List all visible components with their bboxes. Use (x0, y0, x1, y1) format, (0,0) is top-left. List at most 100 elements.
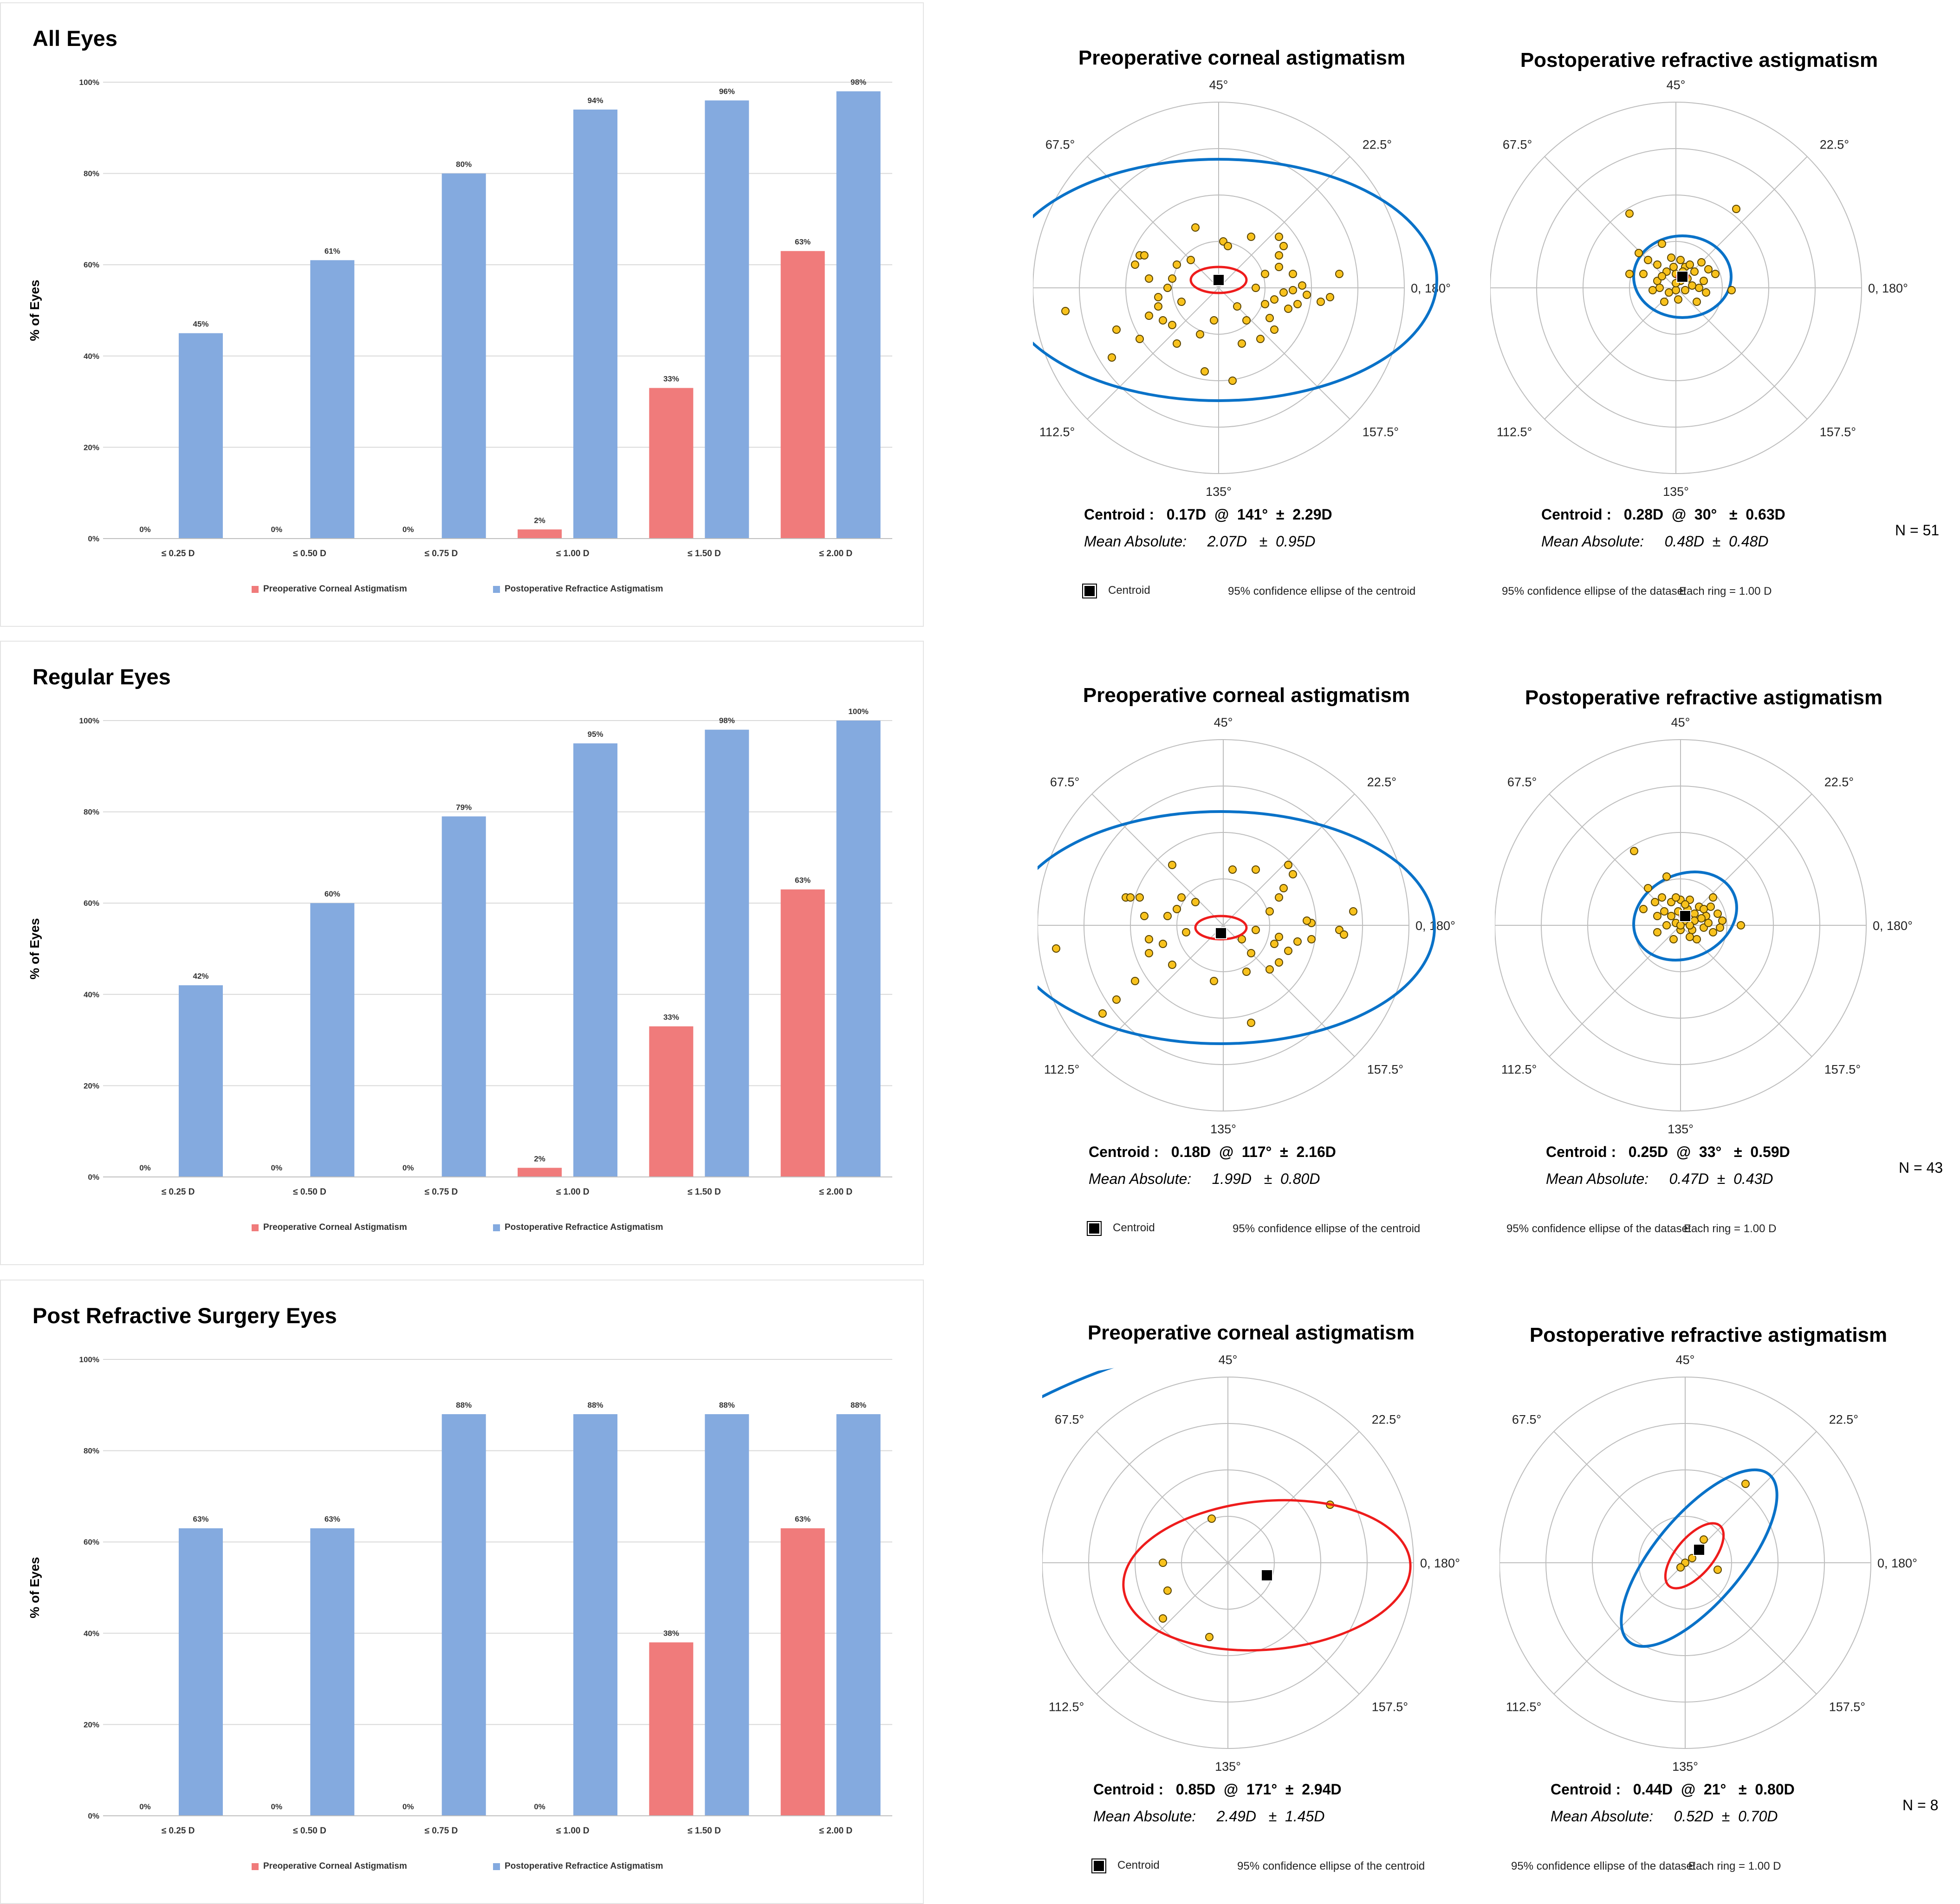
data-point (1651, 898, 1659, 906)
x-tick-label: ≤ 1.00 D (556, 1187, 590, 1197)
y-axis-label: % of Eyes (27, 1557, 42, 1618)
data-point (1737, 921, 1745, 929)
polar-spoke (1091, 925, 1224, 1057)
polar-angle-label: 0, 180° (1877, 1556, 1917, 1570)
data-point (1108, 353, 1116, 362)
centroid-label: Centroid : (1089, 1144, 1159, 1160)
data-point (1716, 923, 1724, 932)
data-point (1307, 935, 1316, 943)
polar-angle-label: 0, 180° (1868, 281, 1908, 295)
centroid-label: Centroid : (1093, 1781, 1164, 1798)
centroid-pm: ± (1738, 1781, 1747, 1798)
post-mean-line: Mean Absolute: 0.52D ± 0.70D (1551, 1808, 1778, 1825)
y-tick-label: 20% (84, 1081, 99, 1090)
polar-angle-label: 45° (1667, 78, 1686, 92)
bar-chart-regular-eyes: 0% 20% 40% 60% 80% 100% % of Eyes 0% 42% ≤ 0.25 D… (27, 707, 892, 1197)
data-point (1289, 870, 1297, 878)
polar-pre-title: Preoperative corneal astigmatism (1087, 1321, 1415, 1344)
y-axis-label: % of Eyes (27, 279, 42, 341)
mean-pm: ± (1259, 533, 1268, 550)
data-point (1700, 277, 1708, 285)
data-point (1702, 288, 1710, 297)
bar-pre (780, 1528, 825, 1816)
data-point (1284, 305, 1292, 313)
data-label-pre: 33% (663, 375, 679, 383)
polar-grid (1042, 1377, 1414, 1749)
pre-centroid-line: Centroid : 0.85D @ 171° ± 2.94D (1093, 1781, 1342, 1798)
data-point (1700, 1535, 1708, 1544)
legend-pre: Preoperative Corneal Astigmatism (252, 584, 407, 594)
polar-angle-label: 67.5° (1055, 1412, 1084, 1426)
centroid-label: Centroid : (1084, 506, 1155, 523)
centroid-at: @ (1219, 1144, 1234, 1160)
polar-block-post-refractive: Preoperative corneal astigmatism Postope… (1033, 1275, 1960, 1897)
data-point (1266, 314, 1274, 322)
polar-angle-label: 0, 180° (1420, 1556, 1460, 1570)
polar-spoke (1680, 925, 1812, 1057)
data-label-post: 98% (850, 78, 866, 87)
centroid-label: Centroid : (1541, 506, 1612, 523)
bar-post (573, 1414, 617, 1816)
data-point (1168, 321, 1176, 329)
x-tick-label: ≤ 0.25 D (162, 549, 195, 559)
data-label-post: 88% (719, 1401, 735, 1410)
y-tick-label: 20% (84, 443, 99, 452)
data-point (1275, 893, 1283, 902)
data-point (1669, 935, 1678, 943)
n-label: N = 8 (1902, 1797, 1939, 1813)
legend-post: Postoperative Refractice Astigmatism (493, 1222, 663, 1233)
legend-ring: Each ring = 1.00 D (1688, 1860, 1781, 1872)
centroid-value: 0.28D (1623, 506, 1664, 523)
data-label-pre: 0% (402, 525, 414, 534)
data-point (1298, 281, 1306, 290)
data-point (1704, 919, 1713, 927)
legend-ci-centroid: 95% confidence ellipse of the centroid (1228, 585, 1416, 598)
polar-spoke (1549, 925, 1681, 1057)
data-point (1284, 861, 1292, 869)
data-point (1681, 900, 1689, 909)
polar-angle-label: 135° (1206, 485, 1232, 497)
panel-title: All Eyes (32, 26, 117, 51)
centroid-at: @ (1223, 1781, 1239, 1798)
polar-spoke (1553, 1431, 1686, 1563)
data-point (1275, 251, 1283, 260)
polar-spoke (1675, 287, 1808, 420)
panel-title: Post Refractive Surgery Eyes (32, 1303, 337, 1328)
data-label-post: 45% (193, 320, 208, 329)
polar-angle-label: 0, 180° (1873, 919, 1913, 933)
polar-angle-label: 112.5° (1044, 1063, 1079, 1077)
data-point (1669, 263, 1678, 271)
x-tick-label: ≤ 2.00 D (819, 549, 852, 559)
mean-sd: 0.48D (1729, 533, 1769, 550)
polar-chart-post: 45°22.5°0, 180°157.5°135°112.5°90°67.5° (1490, 78, 1908, 497)
data-point (1136, 335, 1144, 343)
data-label-post: 79% (456, 803, 472, 812)
data-point (1674, 295, 1682, 304)
data-point (1210, 316, 1218, 325)
polar-angle-label: 157.5° (1829, 1700, 1865, 1714)
data-point (1648, 286, 1657, 294)
data-label-post: 96% (719, 87, 735, 96)
mean-label: Mean Absolute: (1084, 533, 1187, 550)
mean-pm: ± (1268, 1808, 1277, 1825)
polar-post-title: Postoperative refractive astigmatism (1529, 1324, 1888, 1346)
data-label-post: 60% (325, 890, 340, 898)
data-point (1168, 861, 1176, 869)
bar-post (179, 1528, 223, 1816)
data-point (1707, 903, 1715, 911)
polar-chart-pre: 45°22.5°0, 180°157.5°135°112.5°90°67.5° (1033, 78, 1451, 497)
legend-ci-dataset: 95% confidence ellipse of the dataset (1506, 1222, 1691, 1235)
data-point (1242, 968, 1251, 976)
data-label-pre: 0% (402, 1802, 414, 1811)
data-point (1256, 335, 1265, 343)
polar-angle-label: 135° (1210, 1122, 1236, 1134)
data-point (1639, 905, 1648, 913)
data-point (1303, 291, 1311, 299)
x-tick-label: ≤ 0.75 D (424, 1826, 458, 1836)
polar-spoke (1549, 793, 1681, 926)
bar-panel-all-eyes: All Eyes 0% 20% 40% 60% 80% 100% % of Eyes 0% 45… (0, 2, 924, 627)
data-label-pre: 38% (663, 1629, 679, 1638)
data-point (1275, 233, 1283, 241)
centroid-angle: 30° (1694, 506, 1717, 523)
data-point (1713, 1566, 1722, 1574)
